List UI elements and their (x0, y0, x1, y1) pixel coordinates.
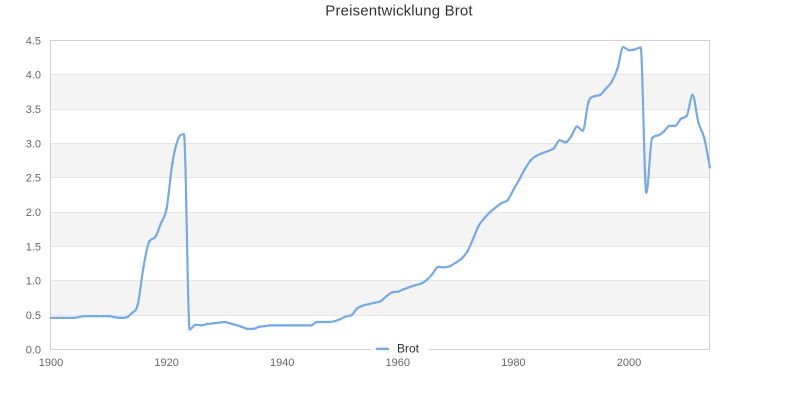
svg-text:3.5: 3.5 (26, 104, 41, 116)
svg-text:1980: 1980 (501, 357, 525, 369)
svg-text:Brot: Brot (397, 342, 420, 356)
svg-text:0.5: 0.5 (26, 310, 41, 322)
svg-text:1.0: 1.0 (26, 276, 41, 288)
svg-text:4.5: 4.5 (26, 35, 41, 47)
svg-text:2.5: 2.5 (26, 173, 41, 185)
svg-text:2.0: 2.0 (26, 207, 41, 219)
svg-text:Preisentwicklung Brot: Preisentwicklung Brot (325, 3, 473, 20)
svg-text:1920: 1920 (154, 357, 178, 369)
svg-text:2000: 2000 (617, 357, 641, 369)
svg-text:1940: 1940 (270, 357, 294, 369)
svg-text:1900: 1900 (39, 357, 63, 369)
svg-text:0.0: 0.0 (26, 344, 41, 356)
svg-text:3.0: 3.0 (26, 138, 41, 150)
svg-text:1960: 1960 (386, 357, 410, 369)
svg-text:1.5: 1.5 (26, 241, 41, 253)
svg-text:4.0: 4.0 (26, 70, 41, 82)
